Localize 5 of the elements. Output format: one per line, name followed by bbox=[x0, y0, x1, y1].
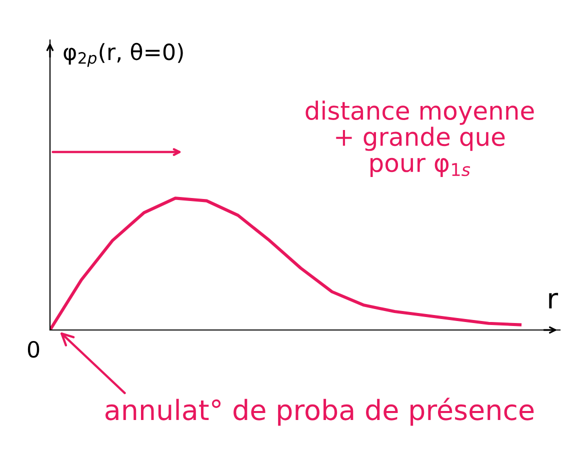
text: φ$_{2p}$(r, θ=0) bbox=[64, 42, 183, 67]
text: 0 bbox=[28, 340, 40, 358]
text: annulat° de proba de présence bbox=[106, 398, 534, 426]
text: distance moyenne + grande que pour φ$_{1s}$ bbox=[306, 100, 534, 178]
x-axis-title: r bbox=[549, 292, 558, 308]
